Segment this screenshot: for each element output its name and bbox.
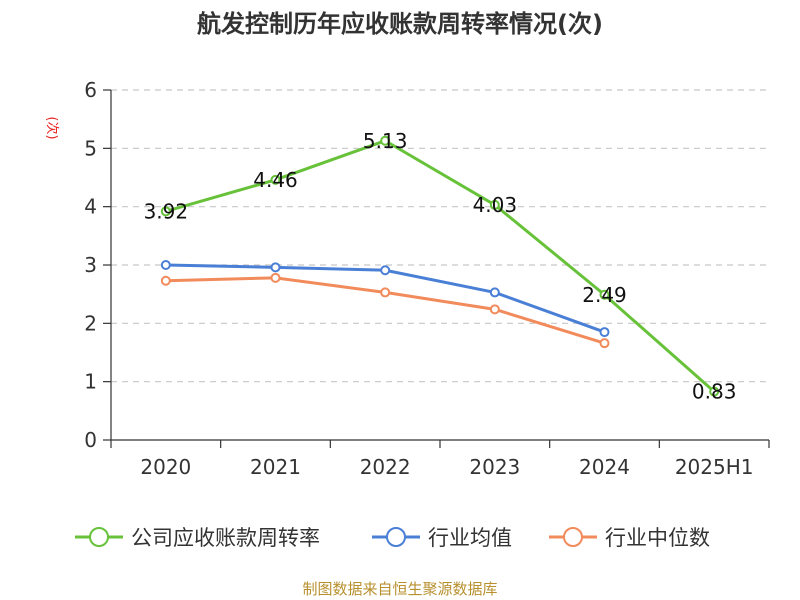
legend-item[interactable]: 公司应收账款周转率: [75, 526, 320, 550]
legend-marker: [563, 527, 583, 547]
legend-item[interactable]: 行业均值: [372, 526, 512, 550]
data-label: 4.46: [253, 168, 298, 192]
data-label: 5.13: [363, 129, 408, 153]
y-tick-label: 4: [84, 195, 97, 219]
data-label: 4.03: [473, 193, 518, 217]
series-1: [160, 260, 610, 338]
legend-marker: [386, 527, 406, 547]
source-note: 制图数据来自恒生聚源数据库: [302, 580, 497, 598]
data-point: [160, 275, 171, 286]
data-point: [489, 304, 500, 315]
legend-label: 行业中位数: [605, 526, 710, 550]
data-label: 2.49: [582, 283, 627, 307]
data-point: [270, 272, 281, 283]
data-point: [380, 287, 391, 298]
axes: 0 1 2 3 4 5 6 2020 2021 2022 2023 2024 2025H1: [84, 78, 770, 479]
legend-item[interactable]: 行业中位数: [549, 526, 710, 550]
x-tick-label: 2021: [250, 455, 301, 479]
data-point: [160, 260, 171, 270]
y-tick-label: 2: [84, 311, 97, 335]
series-0: [160, 135, 720, 397]
series-layer: [160, 135, 720, 397]
data-point: [380, 135, 391, 146]
data-labels: 3.92 4.46 5.13 4.03 2.49 0.83: [144, 129, 737, 404]
x-tick-label: 2024: [579, 455, 630, 479]
legend-label: 公司应收账款周转率: [131, 526, 320, 550]
data-point: [599, 327, 610, 338]
data-point: [599, 338, 610, 349]
data-point: [599, 289, 610, 300]
chart-title: 航发控制历年应收账款周转率情况(次): [197, 10, 603, 38]
x-tick-label: 2023: [469, 455, 520, 479]
y-axis-label: (次): [44, 116, 60, 139]
data-point: [489, 287, 500, 298]
y-tick-label: 1: [84, 370, 97, 394]
data-label: 3.92: [144, 199, 189, 223]
data-point: [270, 262, 281, 273]
y-tick-label: 5: [84, 136, 97, 160]
x-tick-label: 2020: [140, 455, 191, 479]
legend[interactable]: 公司应收账款周转率 行业均值 行业中位数: [75, 526, 710, 550]
data-point: [489, 199, 500, 210]
data-point: [160, 206, 171, 217]
x-tick-label: 2022: [360, 455, 411, 479]
data-label: 0.83: [692, 380, 737, 404]
grid: [111, 89, 769, 383]
legend-label: 行业均值: [428, 526, 512, 550]
y-tick-label: 6: [84, 78, 97, 102]
data-point: [380, 265, 391, 276]
y-tick-label: 3: [84, 253, 97, 277]
y-tick-label: 0: [84, 428, 97, 452]
data-point: [270, 174, 281, 185]
data-point: [709, 386, 720, 397]
series-line: [165, 139, 716, 393]
x-tick-label: 2025H1: [675, 455, 754, 479]
legend-marker: [89, 527, 109, 547]
series-2: [160, 272, 610, 349]
